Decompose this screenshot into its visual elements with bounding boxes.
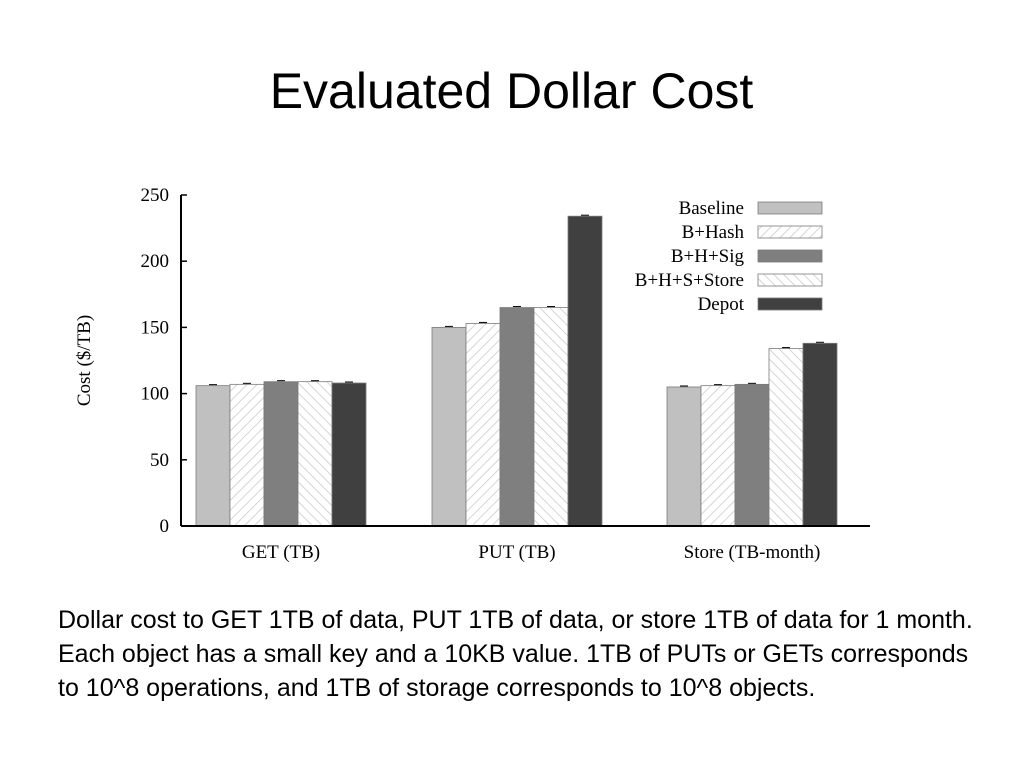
legend-label: B+H+S+Store	[635, 270, 744, 291]
y-axis-label: Cost ($/TB)	[74, 315, 95, 406]
bar	[465, 323, 501, 527]
y-tick-label: 100	[141, 384, 170, 405]
bar	[734, 383, 770, 527]
y-tick-label: 0	[160, 516, 170, 537]
y-tick-label: 150	[141, 317, 170, 338]
bar	[195, 385, 231, 527]
slide-caption: Dollar cost to GET 1TB of data, PUT 1TB …	[58, 606, 973, 702]
x-tick-label: PUT (TB)	[478, 542, 555, 563]
bar	[263, 381, 299, 527]
slide-title: Evaluated Dollar Cost	[269, 63, 754, 119]
x-tick-label: GET (TB)	[242, 542, 320, 563]
bar	[768, 348, 804, 527]
legend-swatch	[757, 297, 823, 311]
bar	[567, 215, 603, 527]
bar	[297, 381, 333, 527]
bar	[533, 307, 569, 527]
legend-label: Depot	[698, 294, 745, 315]
bar	[499, 307, 535, 527]
legend-label: B+Hash	[682, 222, 745, 243]
legend-swatch	[757, 225, 823, 239]
y-tick-label: 200	[141, 251, 170, 272]
legend-label: Baseline	[679, 198, 744, 219]
bar	[431, 326, 467, 527]
legend-swatch	[757, 201, 823, 215]
legend-swatch	[757, 273, 823, 287]
legend-label: B+H+Sig	[671, 246, 745, 267]
bar	[802, 342, 838, 527]
bar-chart: 0 50 100 150 200 250 Cost ($/TB) GET (TB) PUT (T…	[74, 185, 870, 563]
legend-swatch	[757, 249, 823, 263]
bar	[229, 383, 265, 527]
x-tick-label: Store (TB-month)	[684, 542, 821, 563]
y-tick-label: 250	[141, 185, 170, 206]
y-tick-label: 50	[150, 450, 169, 471]
bar	[666, 386, 702, 527]
bar	[331, 382, 367, 527]
bar	[700, 385, 736, 527]
